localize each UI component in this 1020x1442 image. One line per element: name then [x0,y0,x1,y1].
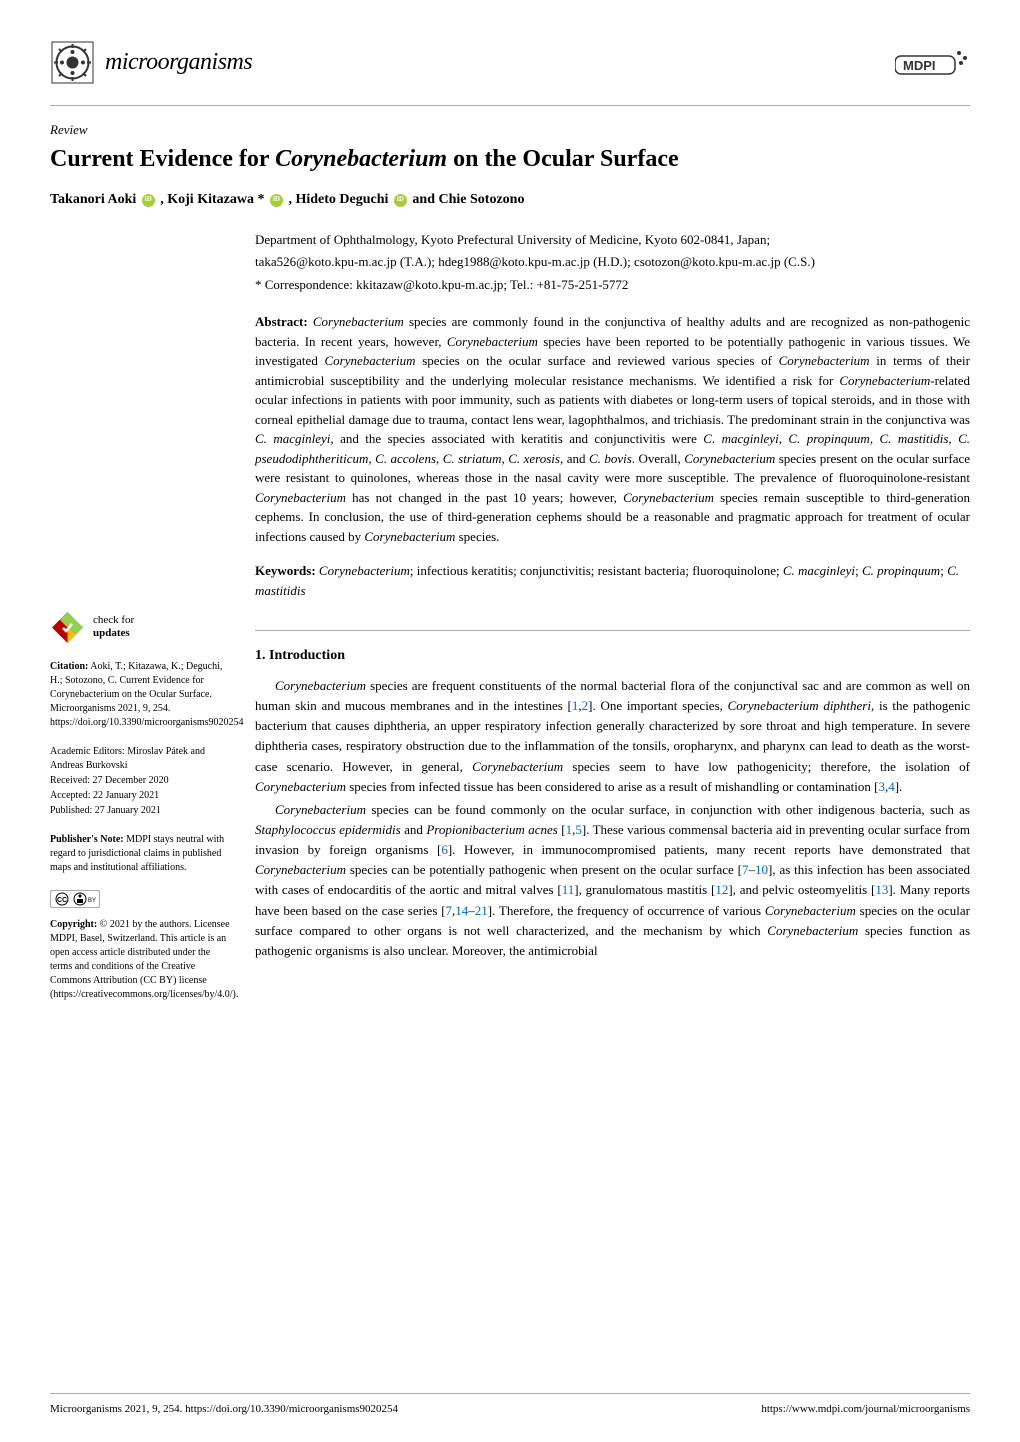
ref-link[interactable]: 1 [572,698,579,713]
header-divider [50,105,970,106]
ref-link[interactable]: 11 [562,882,575,897]
ref-link[interactable]: 1 [566,822,573,837]
orcid-icon[interactable] [270,194,283,207]
ref-link[interactable]: 14 [455,903,468,918]
ref-link[interactable]: 12 [715,882,728,897]
section-divider [255,630,970,631]
article-type: Review [50,121,970,139]
journal-name: microorganisms [105,46,252,80]
main-column: Department of Ophthalmology, Kyoto Prefe… [255,230,970,1017]
mdpi-logo-icon: MDPI [895,48,970,78]
section-title: 1. Introduction [255,646,970,666]
ref-link[interactable]: 21 [475,903,488,918]
publisher-note: Publisher's Note: MDPI stays neutral wit… [50,833,230,875]
journal-logo-group: microorganisms [50,40,252,85]
footer: Microorganisms 2021, 9, 254. https://doi… [50,1393,970,1417]
cc-license: CC BY [50,890,230,908]
footer-left: Microorganisms 2021, 9, 254. https://doi… [50,1402,398,1417]
ref-link[interactable]: 6 [441,842,448,857]
sidebar: check for updates Citation: Aoki, T.; Ki… [50,230,230,1017]
abstract: Abstract: Corynebacterium species are co… [255,312,970,546]
paragraph-1: Corynebacterium species are frequent con… [255,676,970,797]
author-emails: taka526@koto.kpu-m.ac.jp (T.A.); hdeg198… [255,252,970,272]
ref-link[interactable]: 7 [446,903,453,918]
svg-text:CC: CC [57,897,67,904]
ref-link[interactable]: 3 [878,779,885,794]
article-title: Current Evidence for Corynebacterium on … [50,144,970,175]
svg-text:MDPI: MDPI [903,58,936,73]
copyright-block: Copyright: © 2021 by the authors. Licens… [50,918,230,1002]
editorial-info: Academic Editors: Miroslav Pátek and And… [50,745,230,818]
paragraph-2: Corynebacterium species can be found com… [255,800,970,961]
keywords: Keywords: Corynebacterium; infectious ke… [255,561,970,600]
ref-link[interactable]: 4 [888,779,895,794]
check-updates-icon [50,610,85,645]
svg-text:BY: BY [88,898,96,904]
header: microorganisms MDPI [50,40,970,85]
ref-link[interactable]: 13 [875,882,888,897]
ref-link[interactable]: 5 [575,822,582,837]
authors: Takanori Aoki , Koji Kitazawa * , Hideto… [50,190,970,210]
body-text: Corynebacterium species are frequent con… [255,676,970,961]
citation-block: Citation: Aoki, T.; Kitazawa, K.; Deguch… [50,660,230,730]
ref-link[interactable]: 10 [755,862,768,877]
footer-right: https://www.mdpi.com/journal/microorgani… [761,1402,970,1417]
check-updates[interactable]: check for updates [50,610,230,645]
orcid-icon[interactable] [142,194,155,207]
journal-gear-icon [50,40,95,85]
keywords-text: Corynebacterium; infectious keratitis; c… [255,563,959,598]
orcid-icon[interactable] [394,194,407,207]
ref-link[interactable]: 2 [582,698,589,713]
correspondence: * Correspondence: kkitazaw@koto.kpu-m.ac… [255,275,970,295]
cc-by-icon: CC BY [50,890,100,908]
affiliation: Department of Ophthalmology, Kyoto Prefe… [255,230,970,250]
abstract-text: Corynebacterium species are commonly fou… [255,314,970,544]
ref-link[interactable]: 7 [742,862,749,877]
